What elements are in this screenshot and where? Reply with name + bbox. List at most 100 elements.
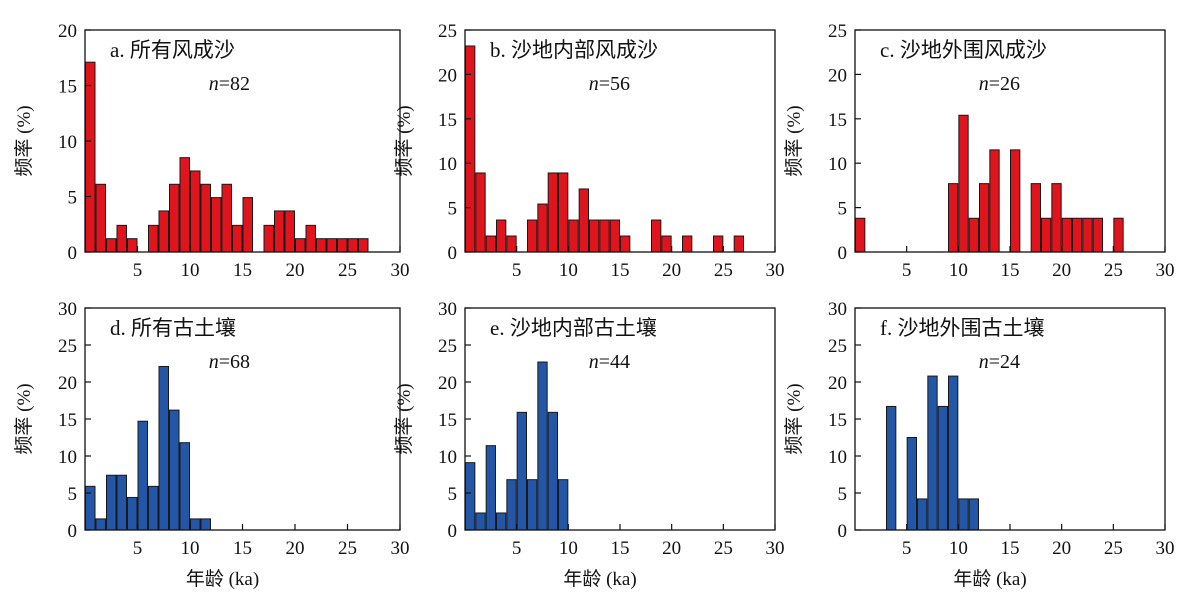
x-tick-label: 15 xyxy=(233,260,252,281)
y-tick-label: 20 xyxy=(828,373,847,394)
bar xyxy=(211,197,222,253)
y-axis-title: 频率 (%) xyxy=(783,383,805,454)
y-tick-label: 20 xyxy=(438,373,457,394)
bar xyxy=(190,518,201,531)
bar xyxy=(485,235,496,253)
y-axis-title: 频率 (%) xyxy=(393,383,415,454)
y-tick-label: 0 xyxy=(838,243,848,264)
x-tick-label: 15 xyxy=(611,260,630,281)
panel-title: b. 沙地内部风成沙 xyxy=(490,38,658,62)
bar xyxy=(958,114,969,253)
x-tick-label: 25 xyxy=(714,538,733,559)
y-tick-label: 0 xyxy=(68,243,78,264)
sample-size-label: n=68 xyxy=(209,351,250,373)
bar xyxy=(917,498,928,531)
sample-size-label: n=24 xyxy=(979,351,1020,373)
bar xyxy=(95,518,106,531)
x-tick-label: 25 xyxy=(338,260,357,281)
chart-panel-d: 0 5 10 15 20 25 30 5 10 15 20 25 30 d. 所有古土壤 n=68 频率 (%… xyxy=(13,299,410,590)
bar xyxy=(558,172,569,253)
bar xyxy=(158,365,169,531)
bar xyxy=(127,238,138,253)
bar xyxy=(263,224,274,253)
bar xyxy=(127,496,138,531)
x-tick-label: 5 xyxy=(133,260,143,281)
bar xyxy=(948,375,959,531)
chart-panel-c: 0 5 10 15 20 25 5 10 15 20 25 30 c. 沙地外围风成沙 n=26 频率 (%… xyxy=(783,21,1175,281)
bar xyxy=(116,474,127,531)
plot-frame xyxy=(464,29,776,253)
bar xyxy=(179,157,190,253)
bar xyxy=(242,197,253,253)
x-tick-label: 15 xyxy=(611,538,630,559)
x-tick-label: 30 xyxy=(391,538,410,559)
bar xyxy=(948,183,959,253)
y-axis-title: 频率 (%) xyxy=(393,105,415,176)
bar xyxy=(1072,217,1083,253)
x-tick-label: 30 xyxy=(766,538,785,559)
y-tick-label: 30 xyxy=(438,299,457,320)
bar xyxy=(558,479,569,531)
x-axis-title: 年龄 (ka) xyxy=(953,568,1026,590)
x-tick-label: 5 xyxy=(512,538,522,559)
bar xyxy=(886,405,897,531)
x-tick-label: 5 xyxy=(133,538,143,559)
y-tick-label: 5 xyxy=(838,199,848,220)
bar xyxy=(1061,217,1072,253)
bar xyxy=(1030,183,1041,253)
x-tick-label: 20 xyxy=(286,538,305,559)
bar xyxy=(169,183,180,253)
y-tick-label: 30 xyxy=(58,299,77,320)
bar xyxy=(326,238,337,253)
bar xyxy=(284,210,295,253)
x-tick-label: 25 xyxy=(1104,260,1123,281)
x-tick-label: 30 xyxy=(766,260,785,281)
bar xyxy=(547,411,559,531)
panel-title: d. 所有古土壤 xyxy=(110,316,236,340)
bar xyxy=(651,219,662,253)
bar xyxy=(1051,183,1062,253)
bar xyxy=(465,462,476,531)
bar xyxy=(475,172,486,253)
y-tick-label: 10 xyxy=(438,447,457,468)
x-tick-label: 10 xyxy=(559,538,578,559)
y-tick-label: 20 xyxy=(58,21,77,42)
bar xyxy=(337,238,348,253)
y-tick-label: 5 xyxy=(448,199,458,220)
chart-panel-f: 0 5 10 15 20 25 30 5 10 15 20 25 30 f. 沙地外围古土壤 n=24 频率 … xyxy=(783,299,1175,590)
y-tick-label: 25 xyxy=(58,336,77,357)
bar xyxy=(506,479,517,531)
bar xyxy=(316,238,327,253)
x-tick-label: 5 xyxy=(902,538,912,559)
bar xyxy=(968,498,980,531)
y-tick-label: 15 xyxy=(438,110,457,131)
bar xyxy=(1092,217,1103,253)
y-tick-label: 15 xyxy=(828,410,847,431)
bar xyxy=(578,188,590,253)
bar xyxy=(1041,217,1052,253)
y-tick-label: 25 xyxy=(438,21,457,42)
bar xyxy=(979,183,990,253)
y-tick-label: 10 xyxy=(58,132,77,153)
bar xyxy=(295,238,306,253)
y-axis-title: 频率 (%) xyxy=(783,105,805,176)
bar xyxy=(221,183,232,253)
bar xyxy=(609,219,621,253)
y-tick-label: 20 xyxy=(438,65,457,86)
x-tick-label: 10 xyxy=(949,538,968,559)
bar xyxy=(465,45,476,253)
y-tick-label: 10 xyxy=(828,154,847,175)
bar xyxy=(116,224,127,253)
bar xyxy=(599,219,610,253)
y-axis-title: 频率 (%) xyxy=(13,105,35,176)
bar xyxy=(158,210,169,253)
panel-title: e. 沙地内部古土壤 xyxy=(490,316,657,340)
y-tick-label: 5 xyxy=(838,484,848,505)
bar xyxy=(485,445,496,531)
bar xyxy=(682,235,693,253)
x-axis-title: 年龄 (ka) xyxy=(186,568,259,590)
y-tick-label: 5 xyxy=(68,188,78,209)
bar xyxy=(855,217,866,253)
y-axis-title: 频率 (%) xyxy=(13,383,35,454)
